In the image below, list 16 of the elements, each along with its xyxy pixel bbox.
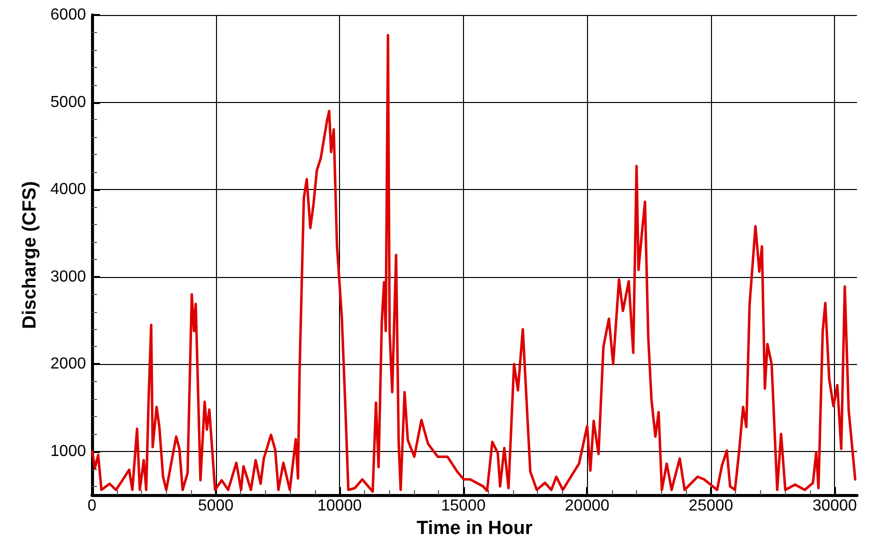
y-axis-title: Discharge (CFS) — [20, 181, 41, 329]
x-tick-label: 5000 — [198, 498, 234, 515]
y-tick-label: 3000 — [50, 268, 86, 286]
y-tick-label: 6000 — [50, 6, 86, 24]
x-tick-label: 20000 — [564, 498, 610, 515]
line-series — [91, 34, 856, 493]
y-tick-label: 5000 — [50, 94, 86, 111]
y-tick-label: 2000 — [50, 356, 86, 373]
x-axis-title: Time in Hour — [416, 518, 533, 539]
y-tick-label: 4000 — [50, 181, 86, 198]
x-tick-label: 0 — [88, 498, 97, 515]
x-tick-label: 10000 — [317, 498, 362, 515]
x-tick-label: 25000 — [688, 498, 734, 515]
x-tick-label: 15000 — [441, 498, 486, 515]
x-tick-label: 30000 — [812, 498, 858, 515]
y-tick-label: 1000 — [50, 442, 86, 460]
